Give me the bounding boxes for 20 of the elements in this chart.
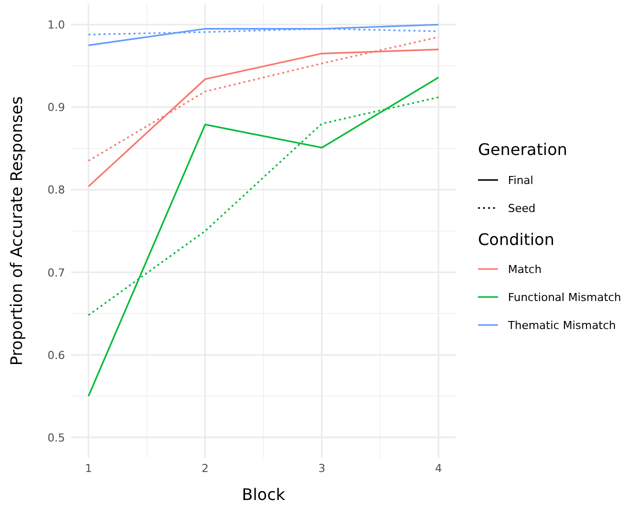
y-tick-label: 0.8: [48, 184, 65, 197]
legend-label: Functional Mismatch: [508, 291, 622, 304]
x-axis-title: Block: [242, 485, 286, 504]
x-tick-label: 1: [85, 462, 92, 475]
text: Generation: [478, 140, 568, 159]
text: Seed: [508, 202, 536, 215]
x-tick-label: 2: [202, 462, 209, 475]
y-tick-label: 0.7: [48, 266, 65, 280]
x-tick-label: 4: [435, 462, 442, 475]
y-tick-label: 0.5: [48, 431, 65, 444]
text: Final: [508, 174, 534, 187]
legend-label: Match: [508, 263, 542, 276]
y-tick-label: 0.9: [48, 101, 65, 114]
x-tick-label: 3: [318, 462, 326, 475]
y-axis-title: Proportion of Accurate Responses: [7, 96, 26, 366]
legend-title: Condition: [478, 230, 554, 249]
y-tick-label: 1.0: [48, 18, 65, 32]
legend-label: Thematic Mismatch: [507, 319, 616, 332]
y-tick-label: 0.6: [48, 348, 65, 362]
line-series: [88, 76, 440, 397]
